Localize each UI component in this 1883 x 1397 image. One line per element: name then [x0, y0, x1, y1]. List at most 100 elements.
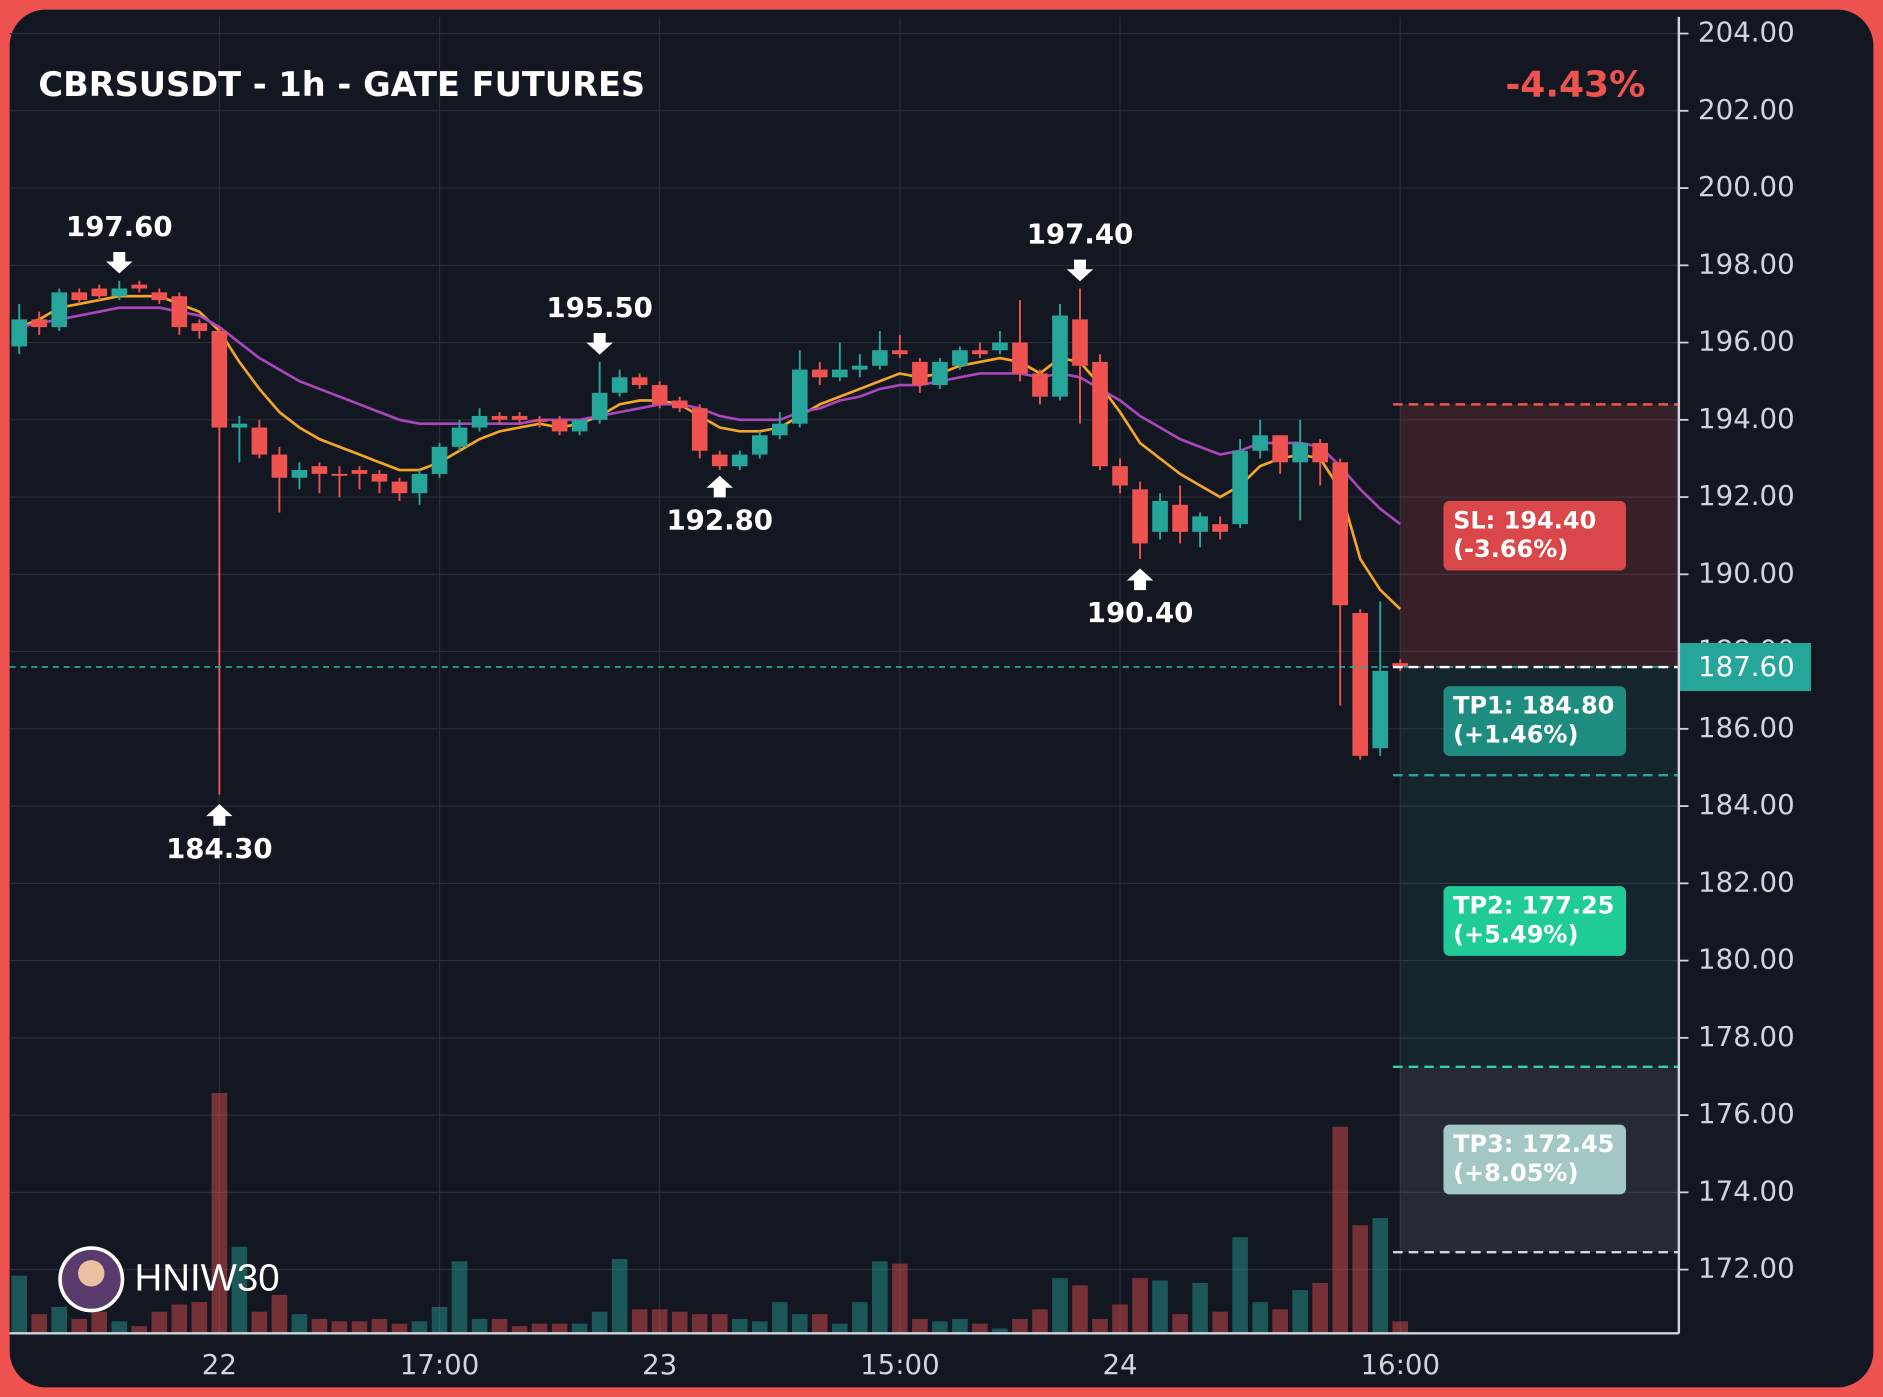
candle-body: [711, 454, 728, 467]
volume-bar: [1032, 1309, 1048, 1334]
candle-body: [1312, 442, 1328, 463]
x-tick-label: 24: [1102, 1348, 1137, 1381]
candle-body: [1112, 466, 1128, 486]
volume-bar: [1052, 1278, 1068, 1334]
volume-bar: [571, 1323, 588, 1334]
volume-bar: [952, 1318, 968, 1334]
x-tick-label: 22: [202, 1348, 237, 1381]
level-box: [1443, 886, 1627, 956]
volume-bar: [1332, 1126, 1349, 1334]
candle-body: [872, 350, 888, 366]
volume-bar: [251, 1311, 268, 1334]
candle-body: [471, 415, 488, 428]
y-tick-label: 178.00: [1698, 1020, 1795, 1053]
candle-body: [1392, 663, 1409, 668]
volume-bar: [832, 1323, 848, 1334]
level-label: SL: 194.40: [1453, 506, 1596, 534]
candle-body: [852, 365, 868, 370]
candle-body: [291, 470, 308, 478]
candle-body: [1292, 442, 1308, 463]
volume-bar: [1372, 1218, 1389, 1334]
volume-bar: [1012, 1318, 1028, 1334]
volume-bar: [91, 1311, 108, 1334]
candle-body: [1212, 524, 1228, 532]
y-tick-label: 186.00: [1698, 711, 1795, 744]
volume-bar: [1132, 1278, 1148, 1334]
candle-body: [912, 361, 928, 386]
candle-body: [952, 350, 968, 366]
ma-line: [18, 306, 1402, 526]
candle-body: [431, 446, 448, 474]
candle-body: [111, 288, 128, 297]
volume-bar: [111, 1321, 128, 1334]
candle-body: [271, 454, 288, 478]
volume-bar: [1092, 1318, 1108, 1334]
level-box: [1443, 686, 1627, 756]
candle-body: [1032, 373, 1048, 397]
change: -4.43%: [1505, 64, 1645, 105]
volume-bar: [892, 1263, 908, 1334]
volume-bar: [211, 1093, 228, 1334]
candle-body: [1232, 450, 1248, 525]
y-tick-label: 174.00: [1698, 1174, 1795, 1207]
candle-body: [1192, 516, 1208, 532]
level-label: TP2: 177.25: [1453, 892, 1614, 920]
volume-bar: [131, 1326, 148, 1334]
volume-bar: [491, 1318, 508, 1334]
y-tick-label: 196.00: [1698, 325, 1795, 358]
candle-body: [691, 408, 708, 451]
volume-bar: [311, 1318, 328, 1334]
volume-bar: [471, 1318, 488, 1334]
volume-bar: [1152, 1280, 1168, 1334]
candle-body: [1172, 504, 1188, 532]
candle-body: [1152, 500, 1168, 532]
candle-body: [992, 342, 1008, 351]
candle-body: [591, 392, 608, 420]
pivot-label: 184.30: [166, 832, 273, 865]
candle-body: [171, 296, 188, 328]
candle-body: [531, 419, 548, 422]
volume-bar: [1232, 1237, 1248, 1334]
candle-body: [1272, 435, 1288, 463]
candle-body: [651, 385, 668, 405]
y-tick-label: 192.00: [1698, 479, 1795, 512]
volume-bar: [651, 1309, 668, 1334]
y-tick-label: 172.00: [1698, 1252, 1795, 1285]
candle-body: [91, 288, 108, 297]
candle-body: [551, 419, 568, 432]
candle-body: [631, 377, 648, 386]
candle-body: [51, 292, 68, 328]
volume-bar: [1352, 1225, 1369, 1334]
x-tick-label: 15:00: [860, 1348, 940, 1381]
volume-bar: [451, 1261, 468, 1334]
volume-bar: [852, 1302, 868, 1334]
volume-bar: [872, 1261, 888, 1334]
candle-body: [1052, 315, 1068, 397]
volume-bar: [191, 1302, 208, 1334]
level-label: TP1: 184.80: [1453, 692, 1614, 720]
y-tick-label: 194.00: [1698, 402, 1795, 435]
volume-bar: [391, 1323, 408, 1334]
y-tick-label: 190.00: [1698, 556, 1795, 589]
x-tick-label: 17:00: [400, 1348, 480, 1381]
candle-body: [211, 330, 228, 428]
volume-bar: [1312, 1282, 1328, 1334]
level-note: (-3.66%): [1453, 535, 1568, 563]
candle-body: [751, 435, 768, 455]
volume-bar: [371, 1318, 388, 1334]
volume-bar: [1272, 1309, 1288, 1334]
volume-bar: [812, 1314, 828, 1334]
volume-bar: [331, 1321, 348, 1334]
volume-bar: [531, 1323, 548, 1334]
candle-body: [1252, 435, 1268, 451]
candle-body: [1372, 670, 1389, 749]
volume-bar: [411, 1321, 428, 1334]
volume-bar: [271, 1294, 288, 1334]
volume-bar: [992, 1328, 1008, 1334]
candle-body: [832, 369, 848, 378]
candle-body: [1092, 361, 1108, 467]
candle-body: [151, 292, 168, 301]
level-note: (+5.49%): [1453, 920, 1578, 948]
